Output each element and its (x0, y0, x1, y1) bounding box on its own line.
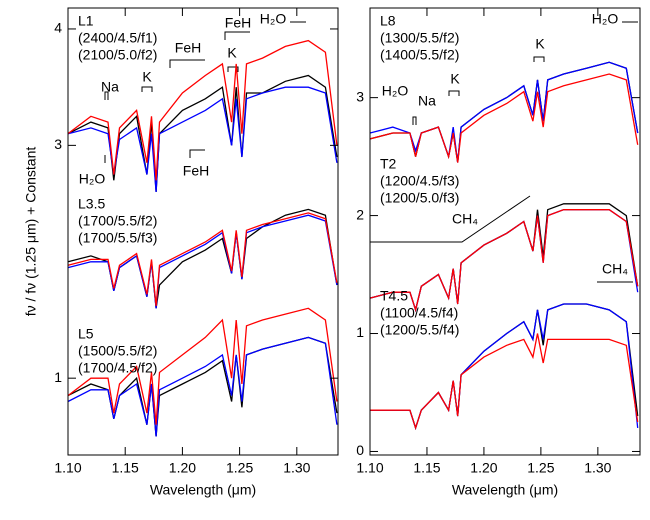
feature-label: Na (418, 93, 436, 109)
x-tick-label: 1.30 (283, 460, 310, 476)
legend-label: (1200/5.5/f4) (380, 322, 459, 338)
x-axis-label: Wavelength (μm) (150, 482, 256, 498)
feature-label: FeH (183, 163, 209, 179)
x-tick-label: 1.20 (470, 460, 497, 476)
y-tick-label: 1 (54, 369, 62, 385)
x-tick-label: 1.25 (527, 460, 554, 476)
spectrum-line (67, 86, 338, 192)
feature-label: K (227, 45, 237, 61)
y-tick-label: 3 (356, 88, 364, 104)
feature-label: K (535, 36, 545, 52)
spectrum-line (369, 61, 639, 163)
object-label: L5 (78, 326, 94, 342)
x-tick-label: 1.25 (226, 460, 253, 476)
x-tick-label: 1.20 (169, 460, 196, 476)
x-tick-label: 1.10 (356, 460, 383, 476)
feature-label: FeH (225, 15, 251, 31)
legend-label: (1400/5.5/f2) (380, 47, 459, 63)
y-tick-label: 3 (54, 136, 62, 152)
feature-label: K (450, 71, 460, 87)
y-tick-label: 0 (356, 442, 364, 458)
feature-label: H₂O (79, 171, 106, 187)
legend-label: (1300/5.5/f2) (380, 30, 459, 46)
legend-label: (1700/4.5/f2) (78, 360, 157, 376)
plot-frame (67, 7, 339, 456)
feature-label: CH₄ (602, 261, 628, 277)
spectrum-line (67, 212, 338, 307)
spectrum-line (370, 333, 639, 431)
feature-label: FeH (175, 40, 201, 56)
x-tick-label: 1.15 (112, 460, 139, 476)
legend-label: (2400/4.5/f1) (78, 30, 157, 46)
object-label: T4.5 (380, 288, 408, 304)
feature-label: Na (101, 79, 119, 95)
spectrum-line (369, 73, 639, 163)
x-tick-label: 1.15 (413, 460, 440, 476)
spectrum-line (67, 307, 338, 425)
x-tick-label: 1.10 (54, 460, 81, 476)
legend-label: (1700/5.5/f2) (78, 213, 157, 229)
annotation-brackets (104, 21, 638, 283)
x-tick-label: 1.30 (584, 460, 611, 476)
legend-label: (1200/4.5/f3) (380, 173, 459, 189)
legend-label: (1500/5.5/f2) (78, 343, 157, 359)
object-label: L1 (78, 13, 94, 29)
feature-label: H₂O (382, 83, 409, 99)
object-label: T2 (380, 156, 397, 172)
spectrum-line (67, 336, 338, 437)
legend-label: (2100/5.0/f2) (78, 47, 157, 63)
y-axis-label: fν / fν (1.25 μm) + Constant (23, 147, 39, 317)
feature-label: K (142, 69, 152, 85)
y-tick-label: 1 (356, 324, 364, 340)
y-tick-label: 4 (54, 20, 62, 36)
legend-label: (1100/4.5/f4) (380, 305, 458, 321)
feature-label: CH₄ (452, 211, 478, 227)
object-label: L8 (380, 13, 396, 29)
legend-label: (1700/5.5/f3) (78, 230, 157, 246)
spectrum-line (67, 39, 338, 181)
y-tick-label: 2 (356, 206, 364, 222)
spectrum-line (369, 209, 639, 313)
plot-frame (369, 7, 641, 456)
legend-label: (1200/5.0/f3) (380, 190, 459, 206)
object-label: L3.5 (78, 196, 105, 212)
feature-label: H₂O (592, 11, 619, 27)
feature-label: H₂O (260, 11, 287, 27)
x-axis-label: Wavelength (μm) (452, 482, 558, 498)
